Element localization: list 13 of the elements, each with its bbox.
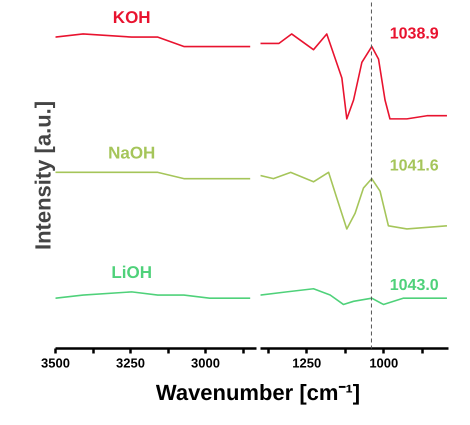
x-tick-label: 1250 [292, 356, 322, 370]
annotation: 1043.0 [390, 277, 439, 294]
series-label: KOH [112, 8, 151, 28]
x-tick-label: 1000 [369, 356, 398, 370]
annotation: 1038.9 [390, 26, 439, 43]
y-axis-title: Intensity [a.u.] [30, 100, 56, 250]
annotation: 1041.6 [390, 158, 439, 175]
x-tick-label: 3250 [116, 356, 145, 370]
series-label: LiOH [111, 262, 152, 282]
series-label: NaOH [108, 143, 156, 162]
x-tick-label: 3500 [41, 356, 70, 370]
x-tick-label: 3000 [191, 356, 220, 370]
x-axis-title: Wavenumber [cm⁻¹] [156, 379, 360, 407]
